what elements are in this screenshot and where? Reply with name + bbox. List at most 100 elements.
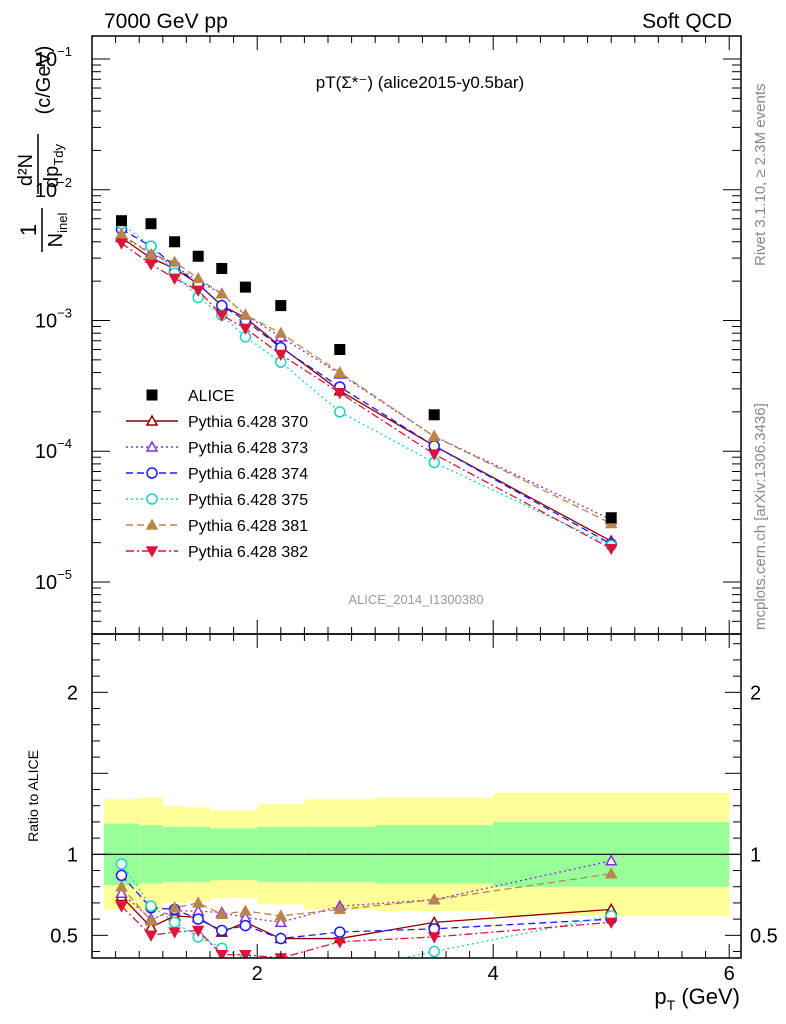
ratio-series-point — [168, 927, 181, 939]
svg-text:1: 1 — [16, 224, 41, 236]
alice-data-point — [116, 215, 127, 227]
mcplots-source-label: mcplots.cern.ch [arXiv:1306.3436] — [752, 403, 769, 630]
alice-data-point — [605, 512, 617, 524]
main-series-line — [121, 237, 612, 542]
ratio-series-line — [121, 874, 612, 940]
alice-data-point — [428, 409, 440, 421]
x-tick-label: 2 — [252, 963, 263, 985]
alice-data-point — [334, 344, 346, 356]
main-series-point — [334, 406, 346, 418]
legend-marker — [145, 440, 159, 452]
ratio-series-point — [274, 915, 288, 928]
ratio-series-point — [275, 932, 287, 945]
main-series-line — [121, 228, 612, 545]
main-y-tick-label: 10−4 — [35, 436, 72, 463]
ratio-series-line — [121, 860, 612, 924]
main-series-point — [428, 440, 440, 452]
rivet-version-label: Rivet 3.1.10, ≥ 2.3M events — [752, 84, 769, 267]
analysis-watermark: ALICE_2014_I1300380 — [348, 592, 483, 607]
ratio-series-point — [274, 909, 288, 921]
x-tick-label: 6 — [724, 963, 735, 985]
ratio-plot-frame — [91, 633, 742, 959]
main-series-point — [215, 287, 229, 299]
main-series-point — [239, 308, 252, 320]
ratio-series-point — [239, 904, 252, 916]
main-series-point — [274, 349, 288, 361]
ratio-series-point — [215, 950, 229, 958]
ratio-y-tick-label-left: 2 — [67, 682, 78, 704]
ratio-series-point — [333, 937, 347, 949]
ratio-series-point — [335, 966, 345, 976]
ratio-series-point — [191, 896, 205, 908]
main-series-point — [191, 285, 205, 297]
alice-data-point — [192, 250, 204, 262]
ratio-y-tick-label-left: 0.5 — [50, 925, 78, 947]
ratio-series-point — [604, 854, 618, 866]
svg-text:(c/GeV): (c/GeV) — [33, 46, 55, 115]
ratio-series-point — [144, 930, 158, 942]
legend-marker — [146, 493, 158, 505]
ratio-series-point — [115, 858, 128, 870]
legend-alice-label: ALICE — [188, 388, 234, 405]
ratio-series-point — [191, 925, 205, 938]
alice-data-point — [169, 236, 181, 248]
ratio-series-point — [334, 926, 346, 938]
main-series-point — [168, 255, 181, 267]
main-y-tick-label: 10−2 — [35, 175, 72, 202]
main-series-line — [121, 242, 612, 550]
svg-text:Ninel: Ninel — [45, 213, 70, 248]
main-y-tick-label: 10−1 — [35, 44, 72, 71]
ratio-series-point — [604, 917, 618, 929]
main-series-point — [274, 326, 288, 338]
main-series-point — [191, 271, 205, 284]
header-energy-label: 7000 GeV pp — [104, 10, 228, 33]
main-series-point — [333, 388, 347, 400]
legend-alice-marker — [146, 389, 158, 401]
ratio-series-point — [145, 900, 157, 912]
main-series-point — [115, 238, 128, 250]
main-series-point — [168, 273, 181, 285]
ratio-y-tick-label-right: 0.5 — [750, 925, 778, 947]
alice-data-point — [275, 300, 287, 312]
legend-marker — [145, 414, 159, 426]
ratio-series-point — [216, 924, 228, 937]
ratio-y-tick-label-right: 1 — [750, 844, 761, 866]
ratio-series-point — [115, 901, 128, 913]
legend-label: Pythia 6.428 382 — [188, 544, 308, 561]
main-series-point — [215, 310, 229, 322]
legend-label: Pythia 6.428 373 — [188, 440, 308, 457]
ratio-series-point — [239, 950, 252, 958]
legend-label: Pythia 6.428 381 — [188, 518, 308, 535]
legend-label: Pythia 6.428 370 — [188, 414, 308, 431]
main-series-point — [115, 227, 128, 239]
main-series-point — [604, 543, 618, 556]
main-series-point — [144, 247, 158, 260]
ratio-series-point — [604, 867, 618, 879]
main-series-point — [427, 449, 441, 461]
ratio-series-point — [333, 902, 347, 915]
main-series-point — [216, 299, 228, 312]
ratio-series-point — [168, 901, 181, 913]
ratio-series-point — [144, 914, 158, 926]
alice-data-point — [216, 262, 228, 274]
legend-marker — [146, 467, 158, 479]
legend-marker — [145, 546, 159, 558]
x-axis-label: pT (GeV) — [654, 984, 740, 1013]
ratio-series-point — [427, 893, 441, 905]
main-y-tick-label: 10−5 — [35, 567, 72, 594]
legend-marker — [145, 518, 159, 530]
ratio-series-point — [192, 913, 204, 925]
ratio-series-point — [168, 916, 181, 929]
plot-title: pT(Σ*⁻) (alice2015-y0.5bar) — [316, 73, 524, 92]
alice-data-point — [145, 218, 157, 230]
ratio-series-line — [121, 873, 612, 922]
ratio-series-point — [115, 880, 128, 892]
ratio-series-point — [428, 945, 440, 958]
ratio-series-point — [239, 919, 252, 932]
ratio-y-tick-label-left: 1 — [67, 844, 78, 866]
ratio-y-axis-label: Ratio to ALICE — [25, 750, 41, 842]
ratio-series-point — [115, 886, 128, 898]
x-tick-label: 4 — [488, 963, 499, 985]
ratio-series-point — [215, 907, 229, 920]
